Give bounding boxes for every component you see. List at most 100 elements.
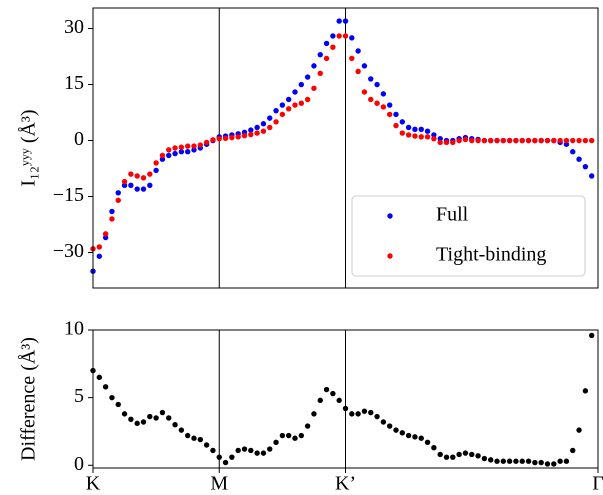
point xyxy=(147,182,153,189)
point xyxy=(386,111,393,118)
point xyxy=(96,374,103,381)
point xyxy=(147,413,153,420)
point xyxy=(437,135,443,142)
point xyxy=(267,124,273,131)
point xyxy=(210,447,216,454)
point xyxy=(576,427,582,433)
point xyxy=(285,432,292,439)
point xyxy=(248,131,254,138)
point xyxy=(570,447,576,454)
point xyxy=(304,423,311,429)
point xyxy=(191,435,197,441)
point xyxy=(494,137,500,144)
point xyxy=(140,186,147,192)
point xyxy=(304,96,311,103)
point xyxy=(487,137,494,144)
point xyxy=(500,458,507,464)
point xyxy=(311,411,317,417)
point xyxy=(399,130,406,136)
point xyxy=(121,178,128,185)
point xyxy=(544,137,551,144)
point xyxy=(311,85,317,91)
axes-frame xyxy=(92,329,599,469)
point xyxy=(241,446,248,452)
point xyxy=(273,119,279,125)
point xyxy=(475,137,481,144)
point xyxy=(355,411,361,417)
point xyxy=(519,458,525,464)
point xyxy=(588,137,595,144)
point xyxy=(374,81,380,88)
point xyxy=(456,451,462,458)
point xyxy=(424,439,431,445)
point xyxy=(166,415,172,421)
point xyxy=(418,126,424,133)
point xyxy=(355,68,361,75)
point xyxy=(368,409,374,416)
point xyxy=(260,128,267,134)
axes-frame xyxy=(92,7,599,289)
y-tick-label: −30 xyxy=(53,240,84,262)
point xyxy=(405,432,412,439)
point xyxy=(260,121,267,127)
point xyxy=(563,141,570,147)
point xyxy=(134,186,140,192)
point xyxy=(368,96,374,103)
point xyxy=(128,416,134,422)
point xyxy=(153,167,159,174)
point xyxy=(159,152,166,159)
point xyxy=(298,81,305,88)
point xyxy=(386,102,393,108)
point xyxy=(374,413,380,420)
point xyxy=(368,76,374,82)
point xyxy=(191,147,197,153)
point xyxy=(380,104,387,110)
point xyxy=(399,430,406,436)
point xyxy=(241,132,248,139)
point xyxy=(102,234,109,241)
point xyxy=(216,135,222,142)
point xyxy=(500,137,507,144)
point xyxy=(525,137,532,144)
point xyxy=(260,450,267,456)
point xyxy=(361,89,368,95)
point xyxy=(273,439,279,445)
point xyxy=(342,405,349,412)
point xyxy=(380,91,387,97)
point xyxy=(450,139,456,146)
point xyxy=(184,149,191,155)
point xyxy=(273,107,279,114)
point xyxy=(235,447,241,454)
point xyxy=(424,134,431,140)
point xyxy=(349,411,355,417)
point xyxy=(576,137,582,144)
point xyxy=(588,173,595,179)
point xyxy=(267,115,273,121)
point xyxy=(557,137,563,144)
point xyxy=(393,122,399,129)
point xyxy=(481,137,488,144)
point xyxy=(115,190,121,196)
point xyxy=(102,231,109,237)
point xyxy=(292,89,298,95)
point xyxy=(140,175,147,181)
point xyxy=(412,434,418,440)
point xyxy=(191,143,197,149)
point xyxy=(342,18,349,24)
y-tick-label: 0 xyxy=(74,128,84,150)
point xyxy=(140,419,147,425)
point xyxy=(184,432,191,439)
point xyxy=(582,137,589,144)
point xyxy=(380,419,387,425)
point xyxy=(563,137,570,144)
point xyxy=(254,130,260,136)
point xyxy=(443,454,450,460)
point xyxy=(153,160,159,166)
point xyxy=(96,244,103,250)
point xyxy=(317,51,323,58)
point xyxy=(532,137,538,144)
point xyxy=(437,139,443,146)
point xyxy=(159,409,166,416)
point xyxy=(134,420,140,427)
